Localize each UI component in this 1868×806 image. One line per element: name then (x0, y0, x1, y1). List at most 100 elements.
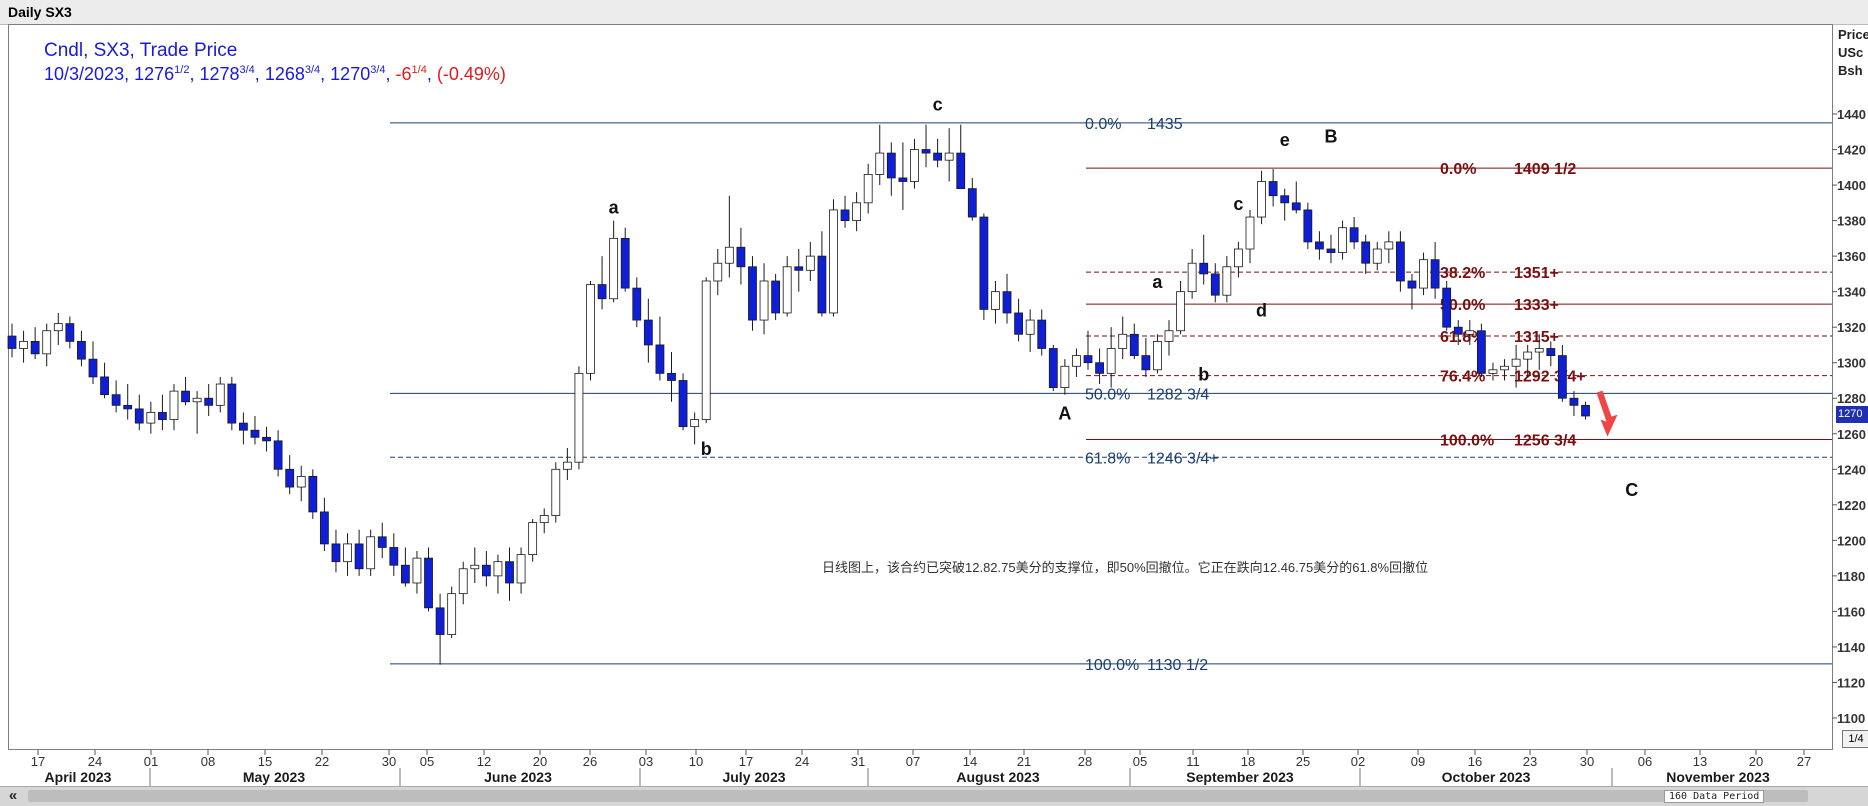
candle-bearish (1557, 355, 1567, 399)
x-tick-label: 21 (1017, 754, 1031, 769)
legend-series-title: Cndl, SX3, Trade Price (44, 40, 238, 61)
fib-level-percent: 100.0% (1085, 657, 1139, 674)
y-tick-label: 1220 (1837, 498, 1866, 513)
plot-area[interactable] (8, 24, 1833, 750)
candle-bullish (724, 246, 734, 264)
x-tick-label: 15 (258, 754, 272, 769)
candle-bearish (1442, 287, 1452, 328)
legend-ohlc-values: 10/3/2023, 12761/2, 12783/4, 12683/4, 12… (44, 64, 506, 84)
candle-bearish (1048, 348, 1058, 388)
candle-bearish (1280, 195, 1290, 204)
candle-bearish (921, 149, 931, 154)
x-tick-label: 14 (963, 754, 977, 769)
scroll-thumb[interactable] (28, 790, 1808, 802)
x-tick-label: 24 (88, 754, 102, 769)
candle-bullish (1523, 351, 1533, 360)
candle-bearish (736, 246, 746, 268)
candle-bearish (134, 408, 144, 424)
candle-bearish (250, 429, 260, 438)
x-tick-label: 12 (477, 754, 491, 769)
legend-close: 12703/4 (330, 64, 386, 84)
candle-bearish (1199, 262, 1209, 275)
candle-bearish (505, 561, 514, 584)
candle-bullish (19, 340, 28, 349)
x-month-label: July 2023 (722, 769, 785, 785)
candle-bearish (273, 440, 283, 470)
candle-bearish (1476, 330, 1486, 374)
y-tick-label: 1280 (1837, 391, 1866, 406)
candle-bullish (528, 522, 538, 555)
candle-bullish (215, 383, 225, 406)
x-tick-label: 13 (1693, 754, 1707, 769)
wave-label: a (1152, 272, 1163, 292)
candle-bullish (539, 515, 549, 523)
fib-level-percent: 61.8% (1085, 450, 1130, 467)
legend-open: 12761/2 (134, 64, 190, 84)
candle-bearish (111, 394, 121, 406)
y-tick-label: 1380 (1837, 214, 1866, 229)
candle-bullish (1338, 227, 1347, 253)
x-tick-label: 02 (1351, 754, 1365, 769)
candle-bearish (1407, 280, 1417, 289)
candle-bearish (933, 152, 942, 161)
candle-bullish (1187, 262, 1197, 293)
last-price-marker: 1270 (1836, 406, 1868, 423)
x-tick-label: 30 (382, 754, 396, 769)
candle-bearish (678, 380, 688, 428)
candle-bullish (944, 152, 954, 161)
candle-bearish (1361, 241, 1371, 264)
candle-bearish (285, 468, 295, 488)
fib-level-price: 1409 1/2 (1514, 161, 1576, 178)
y-tick-label: 1180 (1837, 569, 1865, 584)
candle-bearish (1569, 397, 1579, 406)
candle-bearish (65, 323, 75, 342)
candle-bearish (620, 237, 630, 289)
candle-bearish (319, 511, 329, 545)
candle-bearish (204, 397, 214, 406)
x-month-label: September 2023 (1186, 769, 1294, 785)
candle-bullish (551, 468, 561, 516)
x-month-label: November 2023 (1666, 769, 1770, 785)
candle-bullish (447, 593, 457, 635)
candle-bullish (458, 568, 468, 595)
y-tick-label: 1240 (1837, 462, 1866, 477)
candle-bullish (875, 152, 885, 175)
candle-bearish (158, 412, 167, 420)
data-period-label[interactable]: 160 Data Period (1664, 790, 1765, 803)
fib-level-price: 1246 3/4+ (1147, 450, 1219, 467)
fib-level-price: 1435 (1147, 116, 1183, 133)
candle-bearish (1141, 355, 1151, 371)
fib-level-percent: 100.0% (1440, 433, 1494, 450)
candle-bullish (192, 397, 202, 403)
price-scale-fraction-button[interactable]: 1/4 (1842, 730, 1868, 748)
x-tick-label: 31 (851, 754, 865, 769)
candle-bullish (1419, 259, 1428, 289)
y-tick-label: 1200 (1837, 533, 1866, 548)
candle-bullish (366, 536, 376, 570)
horizontal-scrollbar[interactable]: « (0, 786, 1868, 806)
wave-label: c (933, 94, 943, 114)
scroll-left-button[interactable]: « (8, 787, 18, 804)
candle-bullish (852, 202, 862, 221)
candle-bullish (1534, 348, 1544, 353)
x-tick-label: 17 (739, 754, 753, 769)
fib-level-price: 1256 3/4 (1514, 433, 1576, 450)
candle-bullish (1164, 330, 1174, 342)
y-tick-label: 1140 (1837, 640, 1865, 655)
candle-bullish (146, 412, 156, 424)
candle-bearish (1349, 227, 1359, 243)
candle-bearish (1581, 404, 1590, 417)
candle-bullish (991, 291, 1000, 310)
candle-bearish (840, 209, 850, 221)
candle-bearish (1430, 259, 1440, 289)
candle-bearish (967, 188, 977, 218)
x-tick-label: 30 (1580, 754, 1594, 769)
candle-bearish (1268, 181, 1278, 197)
x-tick-label: 20 (1749, 754, 1763, 769)
x-tick-label: 23 (1523, 754, 1537, 769)
x-month-label: August 2023 (956, 769, 1039, 785)
legend-date: 10/3/2023 (44, 64, 125, 84)
candle-bullish (690, 419, 700, 428)
wave-label: B (1324, 126, 1337, 146)
